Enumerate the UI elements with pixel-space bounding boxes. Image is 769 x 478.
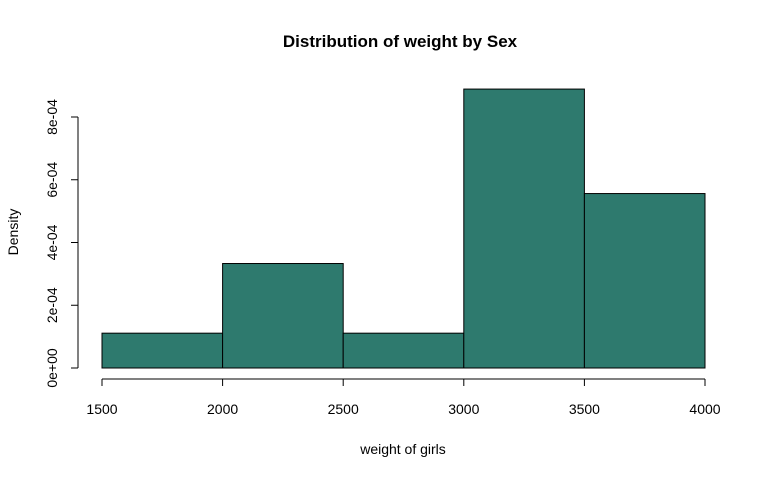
bars-group (101, 88, 706, 369)
x-tick-label: 3500 (569, 401, 600, 417)
y-tick-label: 2e-04 (44, 287, 60, 323)
histogram-bar-4 (463, 88, 585, 369)
y-tick-label: 8e-04 (44, 99, 60, 135)
y-axis-label: Density (5, 209, 21, 256)
histogram-bar-5 (583, 193, 706, 369)
histogram-bar-1 (101, 332, 224, 369)
y-axis: 0e+00 2e-04 4e-04 6e-04 8e-04 (44, 99, 79, 388)
y-tick-label: 0e+00 (44, 348, 60, 388)
x-tick-label: 4000 (689, 401, 720, 417)
y-tick-label: 6e-04 (44, 162, 60, 198)
x-tick-label: 1500 (86, 401, 117, 417)
x-tick-label: 2500 (328, 401, 359, 417)
x-tick-label: 2000 (207, 401, 238, 417)
histogram-bar-2 (222, 263, 344, 369)
y-tick-label: 4e-04 (44, 224, 60, 260)
x-axis-label: weight of girls (359, 441, 446, 457)
chart-title: Distribution of weight by Sex (283, 32, 518, 51)
histogram-bar-3 (342, 332, 465, 369)
x-axis: 1500 2000 2500 3000 3500 4000 (86, 378, 721, 417)
x-tick-label: 3000 (448, 401, 479, 417)
